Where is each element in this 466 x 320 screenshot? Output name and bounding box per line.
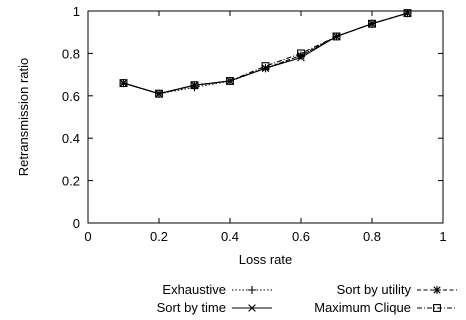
ticks-layer: 0 0.2 0.4 0.6 0.8 1 0 0.2 0.4 0.6 0.8 1 [62, 4, 447, 244]
y-tick-label: 0 [73, 216, 80, 231]
legend-label: Maximum Clique [314, 300, 411, 315]
x-tick-label: 1 [439, 229, 446, 244]
data-point-square [261, 62, 270, 71]
data-point-square [155, 89, 163, 98]
axes-layer [87, 10, 444, 224]
legend-marker-plus [248, 286, 256, 294]
data-point-square [226, 77, 234, 85]
series-exhaustive [119, 9, 412, 98]
plot-frame [87, 10, 444, 224]
y-tick-label: 0.4 [62, 131, 80, 146]
legend-item: Exhaustive [162, 282, 272, 297]
y-tick-label: 0.8 [62, 46, 80, 61]
data-point-square [332, 32, 341, 41]
series-sort-by-utility [119, 9, 412, 98]
series-line [123, 12, 408, 95]
x-tick-label: 0.6 [292, 229, 310, 244]
x-tick-label: 0.8 [363, 229, 381, 244]
legend: Exhaustive Sort by utility Sort by time Max… [157, 282, 457, 315]
data-point-square [190, 81, 199, 90]
data-point-cross [261, 64, 270, 73]
x-tick-label: 0.4 [221, 229, 239, 244]
data-point-square [403, 9, 412, 18]
series-maximum-clique [119, 9, 412, 98]
legend-marker-star [433, 286, 441, 294]
data-point-cross [403, 9, 412, 17]
data-point-square [368, 19, 376, 28]
data-point-square [119, 79, 128, 88]
x-axis-label: Loss rate [239, 252, 292, 267]
legend-label: Sort by utility [337, 282, 412, 297]
legend-marker-square [433, 304, 441, 312]
x-tick-label: 0 [84, 229, 91, 244]
x-tick-label: 0.2 [150, 229, 168, 244]
legend-item: Sort by utility [337, 282, 457, 297]
legend-item: Sort by time [157, 300, 272, 315]
legend-label: Sort by time [157, 300, 226, 315]
series-sort-by-time [119, 9, 412, 98]
y-axis-label: Retransmission ratio [16, 58, 31, 177]
y-tick-label: 1 [73, 4, 80, 19]
series-line [123, 12, 408, 95]
data-point-square [297, 49, 305, 58]
y-tick-label: 0.2 [62, 174, 80, 189]
data-point-cross [226, 77, 234, 85]
legend-marker-cross [248, 304, 256, 312]
data-point-cross [297, 53, 305, 62]
series-layer [119, 9, 412, 98]
y-tick-label: 0.6 [62, 89, 80, 104]
legend-label: Exhaustive [162, 282, 226, 297]
data-point-star [297, 51, 305, 60]
series-line [123, 12, 408, 95]
legend-item: Maximum Clique [314, 300, 457, 315]
series-line [123, 12, 408, 95]
